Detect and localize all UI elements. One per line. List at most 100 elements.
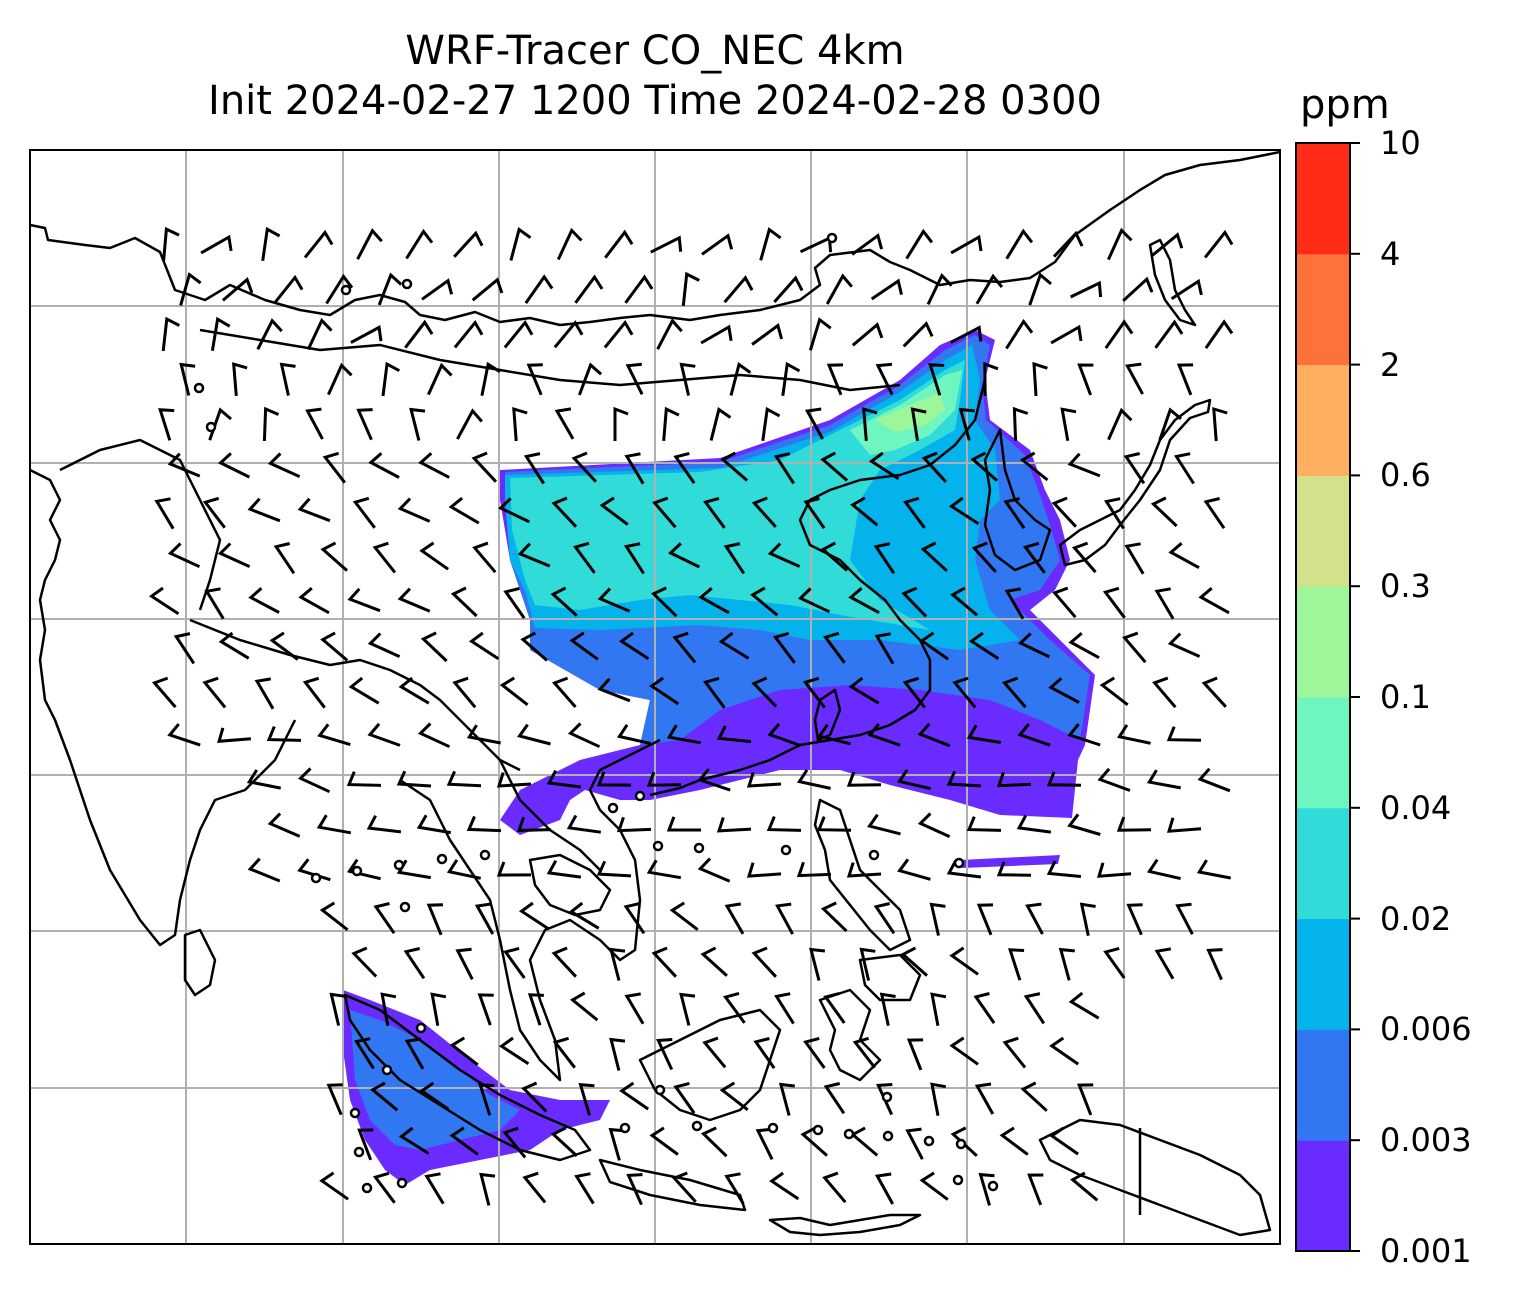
wind-barb-342	[651, 946, 677, 978]
wind-barb-367	[973, 992, 996, 1024]
wind-barb-329	[873, 902, 896, 935]
wind-barb-422	[626, 1173, 643, 1206]
colorbar-tick-label-3: 0.006	[1380, 1010, 1472, 1049]
wind-barb-223	[499, 676, 529, 706]
wind-barb-369	[1068, 991, 1100, 1020]
wind-barb-349	[1008, 948, 1025, 981]
wind-barb-120	[720, 451, 749, 482]
wind-barb-113	[368, 452, 400, 479]
wind-barb-118	[624, 452, 645, 485]
wind-barb-147	[1003, 497, 1026, 530]
wind-barb-387	[419, 1081, 450, 1111]
wind-barb-386	[370, 1081, 399, 1112]
wind-barb-95	[554, 407, 575, 440]
wind-barb-265	[546, 769, 582, 789]
wind-barb-197	[269, 631, 299, 661]
wind-barb-366	[930, 992, 947, 1026]
wind-barb-310	[846, 862, 882, 878]
wind-barb-125	[970, 451, 998, 482]
wind-barb-23	[179, 272, 202, 306]
wind-barb-343	[700, 946, 728, 977]
wind-barb-413	[950, 1126, 978, 1157]
wind-barb-86	[1176, 363, 1194, 396]
wind-barb-52	[553, 320, 584, 349]
wind-barb-327	[775, 902, 794, 935]
wind-barb-34	[723, 275, 754, 304]
wind-barb-185	[750, 586, 779, 617]
wind-barb-213	[1068, 632, 1100, 660]
colorbar-tick-label-8: 0.6	[1380, 456, 1431, 495]
wind-barb-209	[874, 632, 895, 665]
colorbar-segment-9	[1296, 253, 1350, 366]
wind-barb-384	[1049, 1036, 1080, 1066]
border-china-mongolia	[199, 328, 901, 392]
colorbar-segment-1	[1296, 1140, 1350, 1252]
wind-barb-307	[697, 857, 731, 883]
wind-barb-250	[767, 723, 801, 747]
wind-barb-414	[999, 1126, 1029, 1156]
colorbar-tick-label-10: 4	[1380, 234, 1401, 273]
wind-barb-64	[1154, 319, 1184, 349]
wind-barb-141	[702, 496, 726, 529]
wind-barb-277	[1146, 769, 1181, 790]
coastline-java	[598, 1158, 747, 1212]
wind-barb-70	[381, 361, 401, 397]
wind-barb-99	[761, 406, 781, 442]
wind-barb-347	[900, 946, 928, 977]
wind-barb-358	[527, 993, 544, 1026]
wind-barb-390	[578, 1083, 595, 1116]
wind-barb-208	[823, 631, 846, 664]
colorbar-segment-3	[1296, 918, 1350, 1030]
wind-barb-233	[1001, 676, 1027, 709]
wind-barb-54	[656, 318, 683, 350]
wind-barb-129	[1173, 452, 1195, 485]
wind-barb-184	[698, 587, 730, 615]
wind-barb-371	[404, 1037, 425, 1070]
wind-barb-248	[666, 724, 702, 745]
coastline-japan	[1058, 398, 1212, 567]
wind-barb-288	[716, 817, 752, 833]
wind-barb-308	[746, 862, 782, 878]
wind-barb-264	[496, 772, 532, 788]
wind-barb-75	[625, 362, 644, 395]
wind-barb-181	[550, 586, 578, 617]
wind-barb-196	[218, 631, 250, 660]
wind-barb-80	[875, 362, 894, 396]
wind-barb-157	[419, 541, 449, 571]
wind-barb-396	[876, 1083, 894, 1116]
wind-barb-32	[624, 274, 654, 304]
wind-barb-172	[1168, 542, 1200, 570]
wind-barb-268	[697, 768, 731, 792]
colorbar-tick-label-11: 10	[1380, 124, 1421, 162]
wind-barb-354	[329, 992, 346, 1026]
wind-barb-304	[546, 859, 582, 879]
calm-wind-circle-27	[843, 1128, 855, 1140]
wind-barb-53	[603, 319, 634, 349]
wind-barb-171	[1124, 542, 1145, 575]
wind-barb-377	[702, 1036, 727, 1069]
wind-barb-126	[1019, 451, 1049, 482]
wind-barb-257	[1116, 724, 1151, 745]
wind-barb-238	[167, 723, 201, 747]
wind-barb-46	[256, 318, 283, 350]
wind-barb-302	[446, 859, 482, 880]
wind-barb-301	[396, 859, 432, 880]
wind-barb-340	[551, 946, 577, 978]
wind-barb-176	[298, 587, 330, 615]
wind-barb-191	[1052, 586, 1077, 619]
wind-barb-263	[446, 770, 482, 788]
wind-barb-142	[751, 496, 777, 528]
wind-barb-51	[503, 319, 534, 349]
wind-barb-409	[755, 1127, 774, 1160]
wind-barb-348	[949, 946, 979, 976]
coastline-gulf-thailand	[528, 853, 612, 917]
wind-barb-398	[974, 1082, 995, 1115]
wind-barb-134	[352, 496, 376, 529]
wind-barb-202	[520, 631, 548, 662]
calm-wind-circle-28	[881, 1091, 893, 1103]
wind-barb-148	[1051, 496, 1077, 528]
wind-barb-218	[254, 677, 275, 710]
wind-barb-105	[1060, 407, 1077, 442]
coastline-korea	[983, 428, 1052, 572]
wind-barb-325	[669, 901, 699, 931]
